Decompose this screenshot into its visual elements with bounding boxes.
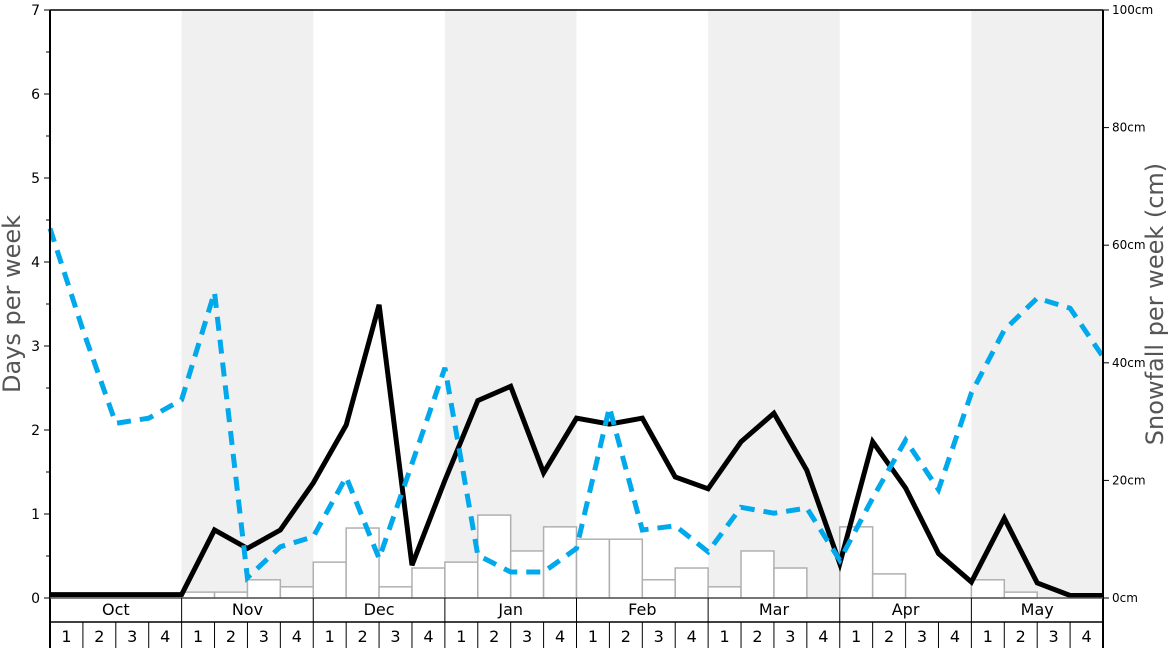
week-label: 2 bbox=[752, 627, 762, 646]
snowfall-bar bbox=[279, 586, 314, 599]
month-label: Apr bbox=[892, 600, 920, 619]
week-label: 1 bbox=[588, 627, 598, 646]
week-label: 4 bbox=[292, 627, 302, 646]
week-label: 3 bbox=[522, 627, 532, 646]
week-label: 4 bbox=[818, 627, 828, 646]
week-label: 1 bbox=[193, 627, 203, 646]
snowfall-bar bbox=[477, 514, 512, 599]
month-label: Feb bbox=[628, 600, 656, 619]
week-label: 1 bbox=[719, 627, 729, 646]
week-label: 4 bbox=[687, 627, 697, 646]
snowfall-bar bbox=[970, 579, 1006, 599]
week-label: 4 bbox=[423, 627, 433, 646]
snowfall-bar bbox=[213, 591, 249, 599]
y-tick-label: 5 bbox=[31, 171, 40, 187]
axes: 0 1 2 3 4 5 6 7 0cm 20cm 40cm 60cm 80cm 100cm bbox=[31, 3, 1153, 648]
snowfall-bar bbox=[608, 538, 644, 599]
y2-tick-label: 80cm bbox=[1112, 121, 1146, 135]
week-label: 1 bbox=[983, 627, 993, 646]
blue-dashed-line bbox=[47, 227, 1106, 584]
snowfall-bar bbox=[345, 527, 380, 599]
y2-tick-label: 60cm bbox=[1112, 238, 1146, 252]
month-label: Jan bbox=[497, 600, 523, 619]
week-label: 4 bbox=[1081, 627, 1091, 646]
week-label: 3 bbox=[390, 627, 400, 646]
snowfall-bar bbox=[707, 586, 742, 599]
category-axis: Oct 1 2 3 4 Nov 1 2 3 4 Dec 1 2 3 4 Jan 1 2 3 4 Feb 1 2 3 4 Mar 1 2… bbox=[50, 597, 1103, 648]
y2-tick-label: 40cm bbox=[1112, 356, 1146, 370]
y-tick-label: 4 bbox=[31, 255, 40, 271]
snowfall-bar bbox=[575, 538, 611, 599]
week-label: 1 bbox=[61, 627, 71, 646]
week-label: 3 bbox=[127, 627, 137, 646]
snowfall-bar bbox=[378, 586, 413, 599]
week-label: 2 bbox=[621, 627, 631, 646]
month-label: Mar bbox=[759, 600, 790, 619]
week-label: 2 bbox=[489, 627, 499, 646]
y2-tick-label: 20cm bbox=[1112, 473, 1146, 487]
week-label: 1 bbox=[456, 627, 466, 646]
black-line bbox=[50, 304, 1103, 598]
y-tick-label: 7 bbox=[31, 3, 40, 19]
snowfall-bar bbox=[773, 567, 808, 599]
month-label: Nov bbox=[232, 600, 263, 619]
snowfall-bar bbox=[246, 579, 282, 599]
snowfall-bar bbox=[444, 561, 479, 599]
week-label: 2 bbox=[884, 627, 894, 646]
y-tick-label: 6 bbox=[31, 87, 40, 103]
y-tick-label: 3 bbox=[31, 339, 40, 355]
snowfall-bar bbox=[180, 591, 216, 599]
snowfall-bar bbox=[1003, 591, 1038, 599]
y-tick-label: 0 bbox=[31, 591, 40, 607]
month-label: Dec bbox=[364, 600, 395, 619]
month-shading bbox=[181, 10, 1103, 598]
snowfall-bar bbox=[871, 573, 907, 599]
snowfall-bar bbox=[674, 567, 709, 599]
week-label: 4 bbox=[950, 627, 960, 646]
series-lines bbox=[47, 227, 1106, 598]
week-label: 1 bbox=[851, 627, 861, 646]
week-label: 2 bbox=[94, 627, 104, 646]
month-shade bbox=[444, 10, 577, 598]
week-label: 3 bbox=[259, 627, 269, 646]
week-label: 4 bbox=[160, 627, 170, 646]
y-tick-label: 1 bbox=[31, 507, 40, 523]
snowfall-bar bbox=[312, 561, 347, 599]
week-label: 2 bbox=[358, 627, 368, 646]
week-label: 3 bbox=[654, 627, 664, 646]
month-shade bbox=[181, 10, 314, 598]
y-tick-label: 2 bbox=[31, 423, 40, 439]
y2-tick-label: 100cm bbox=[1112, 3, 1153, 17]
y2-tick-label: 0cm bbox=[1112, 591, 1138, 605]
y-axis-label: Days per week bbox=[0, 215, 26, 393]
week-label: 2 bbox=[226, 627, 236, 646]
snowfall-bar bbox=[740, 550, 775, 599]
week-label: 3 bbox=[1049, 627, 1059, 646]
week-label: 3 bbox=[785, 627, 795, 646]
week-label: 3 bbox=[917, 627, 927, 646]
snowfall-bar bbox=[411, 567, 446, 599]
y2-axis-label: Snowfall per week (cm) bbox=[1141, 163, 1168, 445]
week-label: 4 bbox=[555, 627, 565, 646]
month-label: Oct bbox=[102, 600, 130, 619]
month-label: May bbox=[1021, 600, 1054, 619]
week-label: 2 bbox=[1016, 627, 1026, 646]
month-shade bbox=[971, 10, 1103, 598]
snowfall-bar bbox=[641, 579, 676, 599]
week-label: 1 bbox=[325, 627, 335, 646]
